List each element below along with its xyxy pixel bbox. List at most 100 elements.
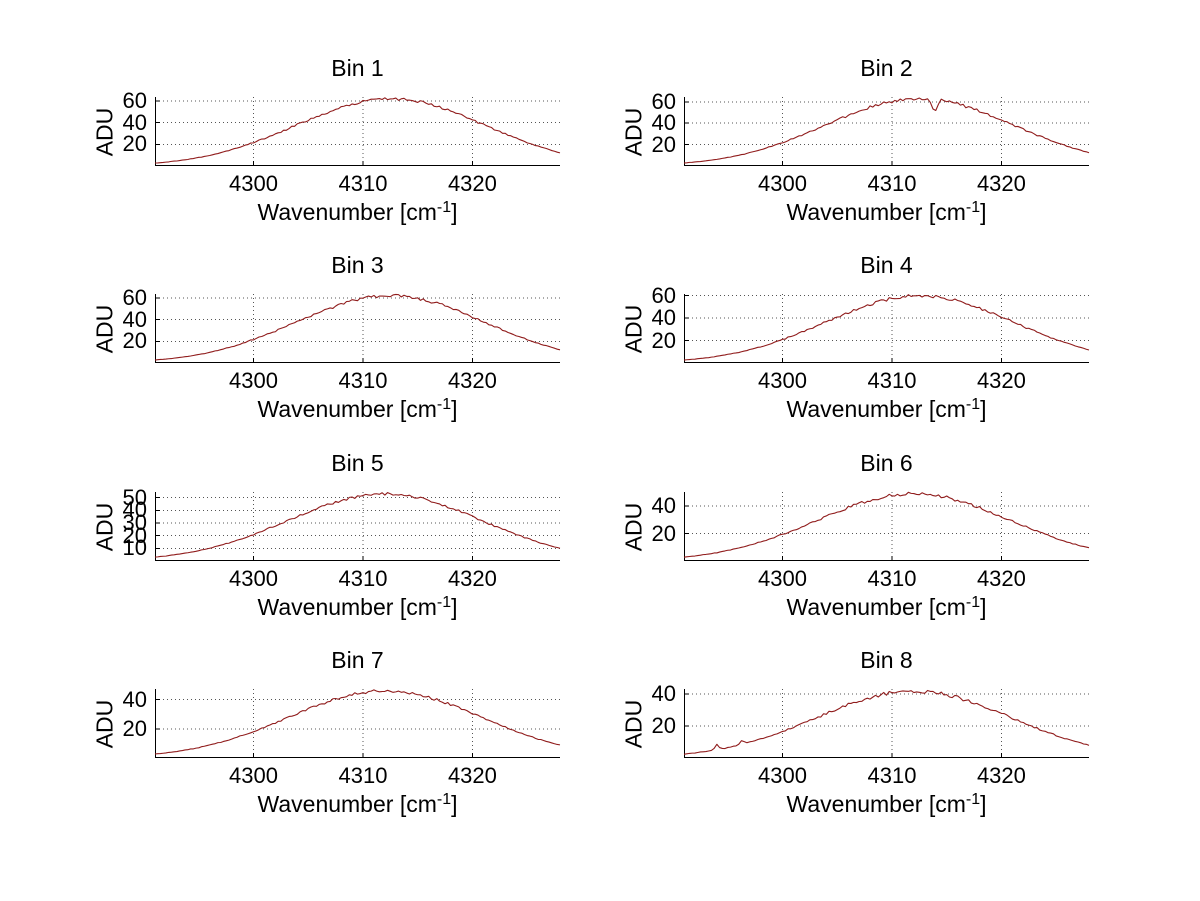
y-tick-label: 60 — [651, 88, 676, 114]
x-tick-label: 4300 — [758, 763, 807, 788]
xlabel-close-bracket: ] — [980, 594, 987, 620]
xlabel-superscript: -1 — [965, 594, 981, 611]
spectrum-line — [683, 491, 1090, 558]
xlabel-superscript: -1 — [436, 791, 452, 808]
y-tick-label: 40 — [651, 681, 676, 707]
x-axis-label: Wavenumber [cm-1] — [155, 591, 560, 619]
xlabel-close-bracket: ] — [980, 791, 987, 817]
x-tick-label: 4300 — [229, 171, 278, 196]
x-axis-label: Wavenumber [cm-1] — [155, 393, 560, 421]
x-tick-label: 4300 — [758, 566, 807, 591]
subplot: Bin 4 ADU Wavenumber [cm-1] 20 40 60 4300 43… — [621, 254, 1090, 421]
spectrum-line — [683, 689, 1090, 755]
xlabel-close-bracket: ] — [980, 396, 987, 422]
x-tick-label: 4310 — [338, 763, 388, 788]
subplot: Bin 8 ADU Wavenumber [cm-1] 20 40 4300 4310… — [621, 649, 1090, 816]
y-tick-label: 20 — [651, 327, 676, 353]
xlabel-close-bracket: ] — [451, 396, 458, 422]
subplot: Bin 6 ADU Wavenumber [cm-1] 20 40 4300 4310… — [621, 452, 1090, 619]
x-tick-label: 4310 — [338, 566, 388, 591]
xlabel-text: Wavenumber [cm — [786, 791, 966, 817]
x-axis-label: Wavenumber [cm-1] — [684, 196, 1089, 224]
y-tick-label: 40 — [122, 497, 147, 523]
x-tick-label: 4310 — [338, 368, 388, 393]
xlabel-text: Wavenumber [cm — [786, 396, 966, 422]
subplot-title: Bin 4 — [860, 252, 913, 278]
plot-area — [154, 689, 561, 758]
x-tick-label: 4310 — [338, 171, 388, 196]
x-tick-label: 4310 — [867, 763, 917, 788]
xlabel-text: Wavenumber [cm — [257, 396, 437, 422]
x-tick-label: 4310 — [867, 566, 917, 591]
x-tick-label: 4310 — [867, 368, 917, 393]
y-tick-label: 60 — [651, 282, 676, 308]
subplot: Bin 3 ADU Wavenumber [cm-1] 20 40 60 4300 43… — [92, 254, 561, 421]
x-tick-label: 4320 — [447, 368, 497, 393]
xlabel-superscript: -1 — [965, 791, 981, 808]
y-tick-label: 40 — [122, 109, 147, 135]
xlabel-superscript: -1 — [436, 396, 452, 413]
x-axis-label: Wavenumber [cm-1] — [684, 788, 1089, 816]
xlabel-superscript: -1 — [436, 199, 452, 216]
y-tick-label: 40 — [651, 305, 676, 331]
spectrum-line — [154, 97, 561, 164]
x-axis-label: Wavenumber [cm-1] — [684, 393, 1089, 421]
xlabel-superscript: -1 — [965, 199, 981, 216]
xlabel-text: Wavenumber [cm — [257, 199, 437, 225]
y-tick-label: 40 — [651, 493, 676, 519]
xlabel-close-bracket: ] — [451, 199, 458, 225]
spectrum-line — [683, 294, 1090, 361]
y-tick-label: 40 — [651, 110, 676, 136]
subplot-title: Bin 7 — [331, 647, 384, 673]
x-tick-label: 4320 — [976, 763, 1026, 788]
xlabel-close-bracket: ] — [451, 791, 458, 817]
plot-area — [154, 293, 561, 363]
plot-area — [154, 492, 561, 561]
x-tick-label: 4300 — [229, 368, 278, 393]
xlabel-text: Wavenumber [cm — [257, 594, 437, 620]
subplot: Bin 2 ADU Wavenumber [cm-1] 20 40 60 4300 43… — [621, 57, 1090, 224]
subplot-title: Bin 8 — [860, 647, 913, 673]
subplot-title: Bin 5 — [331, 450, 384, 476]
subplot: Bin 1 ADU Wavenumber [cm-1] 20 40 60 4300 43… — [92, 57, 561, 224]
x-tick-label: 4320 — [447, 566, 497, 591]
plot-area — [683, 294, 1090, 363]
y-tick-label: 50 — [122, 484, 147, 510]
y-tick-label: 40 — [122, 306, 147, 332]
y-tick-label: 60 — [122, 87, 147, 113]
x-axis-label: Wavenumber [cm-1] — [155, 788, 560, 816]
y-tick-label: 60 — [122, 284, 147, 310]
plot-area — [683, 491, 1090, 561]
y-tick-label: 20 — [651, 131, 676, 157]
y-tick-label: 40 — [122, 686, 147, 712]
y-tick-label: 20 — [651, 520, 676, 546]
xlabel-close-bracket: ] — [451, 594, 458, 620]
subplot-title: Bin 1 — [331, 55, 384, 81]
y-tick-label: 30 — [122, 510, 147, 536]
x-tick-label: 4320 — [976, 368, 1026, 393]
x-tick-label: 4320 — [976, 566, 1026, 591]
y-tick-label: 20 — [122, 522, 147, 548]
y-tick-label: 20 — [122, 715, 147, 741]
y-tick-label: 20 — [122, 328, 147, 354]
subplot: Bin 7 ADU Wavenumber [cm-1] 20 40 4300 4310… — [92, 649, 561, 816]
xlabel-close-bracket: ] — [980, 199, 987, 225]
plot-area — [683, 97, 1090, 166]
x-tick-label: 4300 — [229, 763, 278, 788]
spectrum-line — [154, 492, 561, 558]
x-tick-label: 4320 — [447, 171, 497, 196]
x-axis-label: Wavenumber [cm-1] — [684, 591, 1089, 619]
spectrum-line — [154, 293, 561, 361]
x-tick-label: 4300 — [758, 368, 807, 393]
subplot: Bin 5 ADU Wavenumber [cm-1] 10 20 30 40 50 43… — [92, 452, 561, 619]
xlabel-text: Wavenumber [cm — [786, 199, 966, 225]
y-tick-label: 20 — [122, 131, 147, 157]
x-tick-label: 4320 — [447, 763, 497, 788]
spectrum-line — [154, 689, 561, 755]
spectrum-line — [683, 97, 1090, 164]
x-axis-label: Wavenumber [cm-1] — [155, 196, 560, 224]
x-tick-label: 4320 — [976, 171, 1026, 196]
xlabel-text: Wavenumber [cm — [257, 791, 437, 817]
y-tick-label: 10 — [122, 535, 147, 561]
